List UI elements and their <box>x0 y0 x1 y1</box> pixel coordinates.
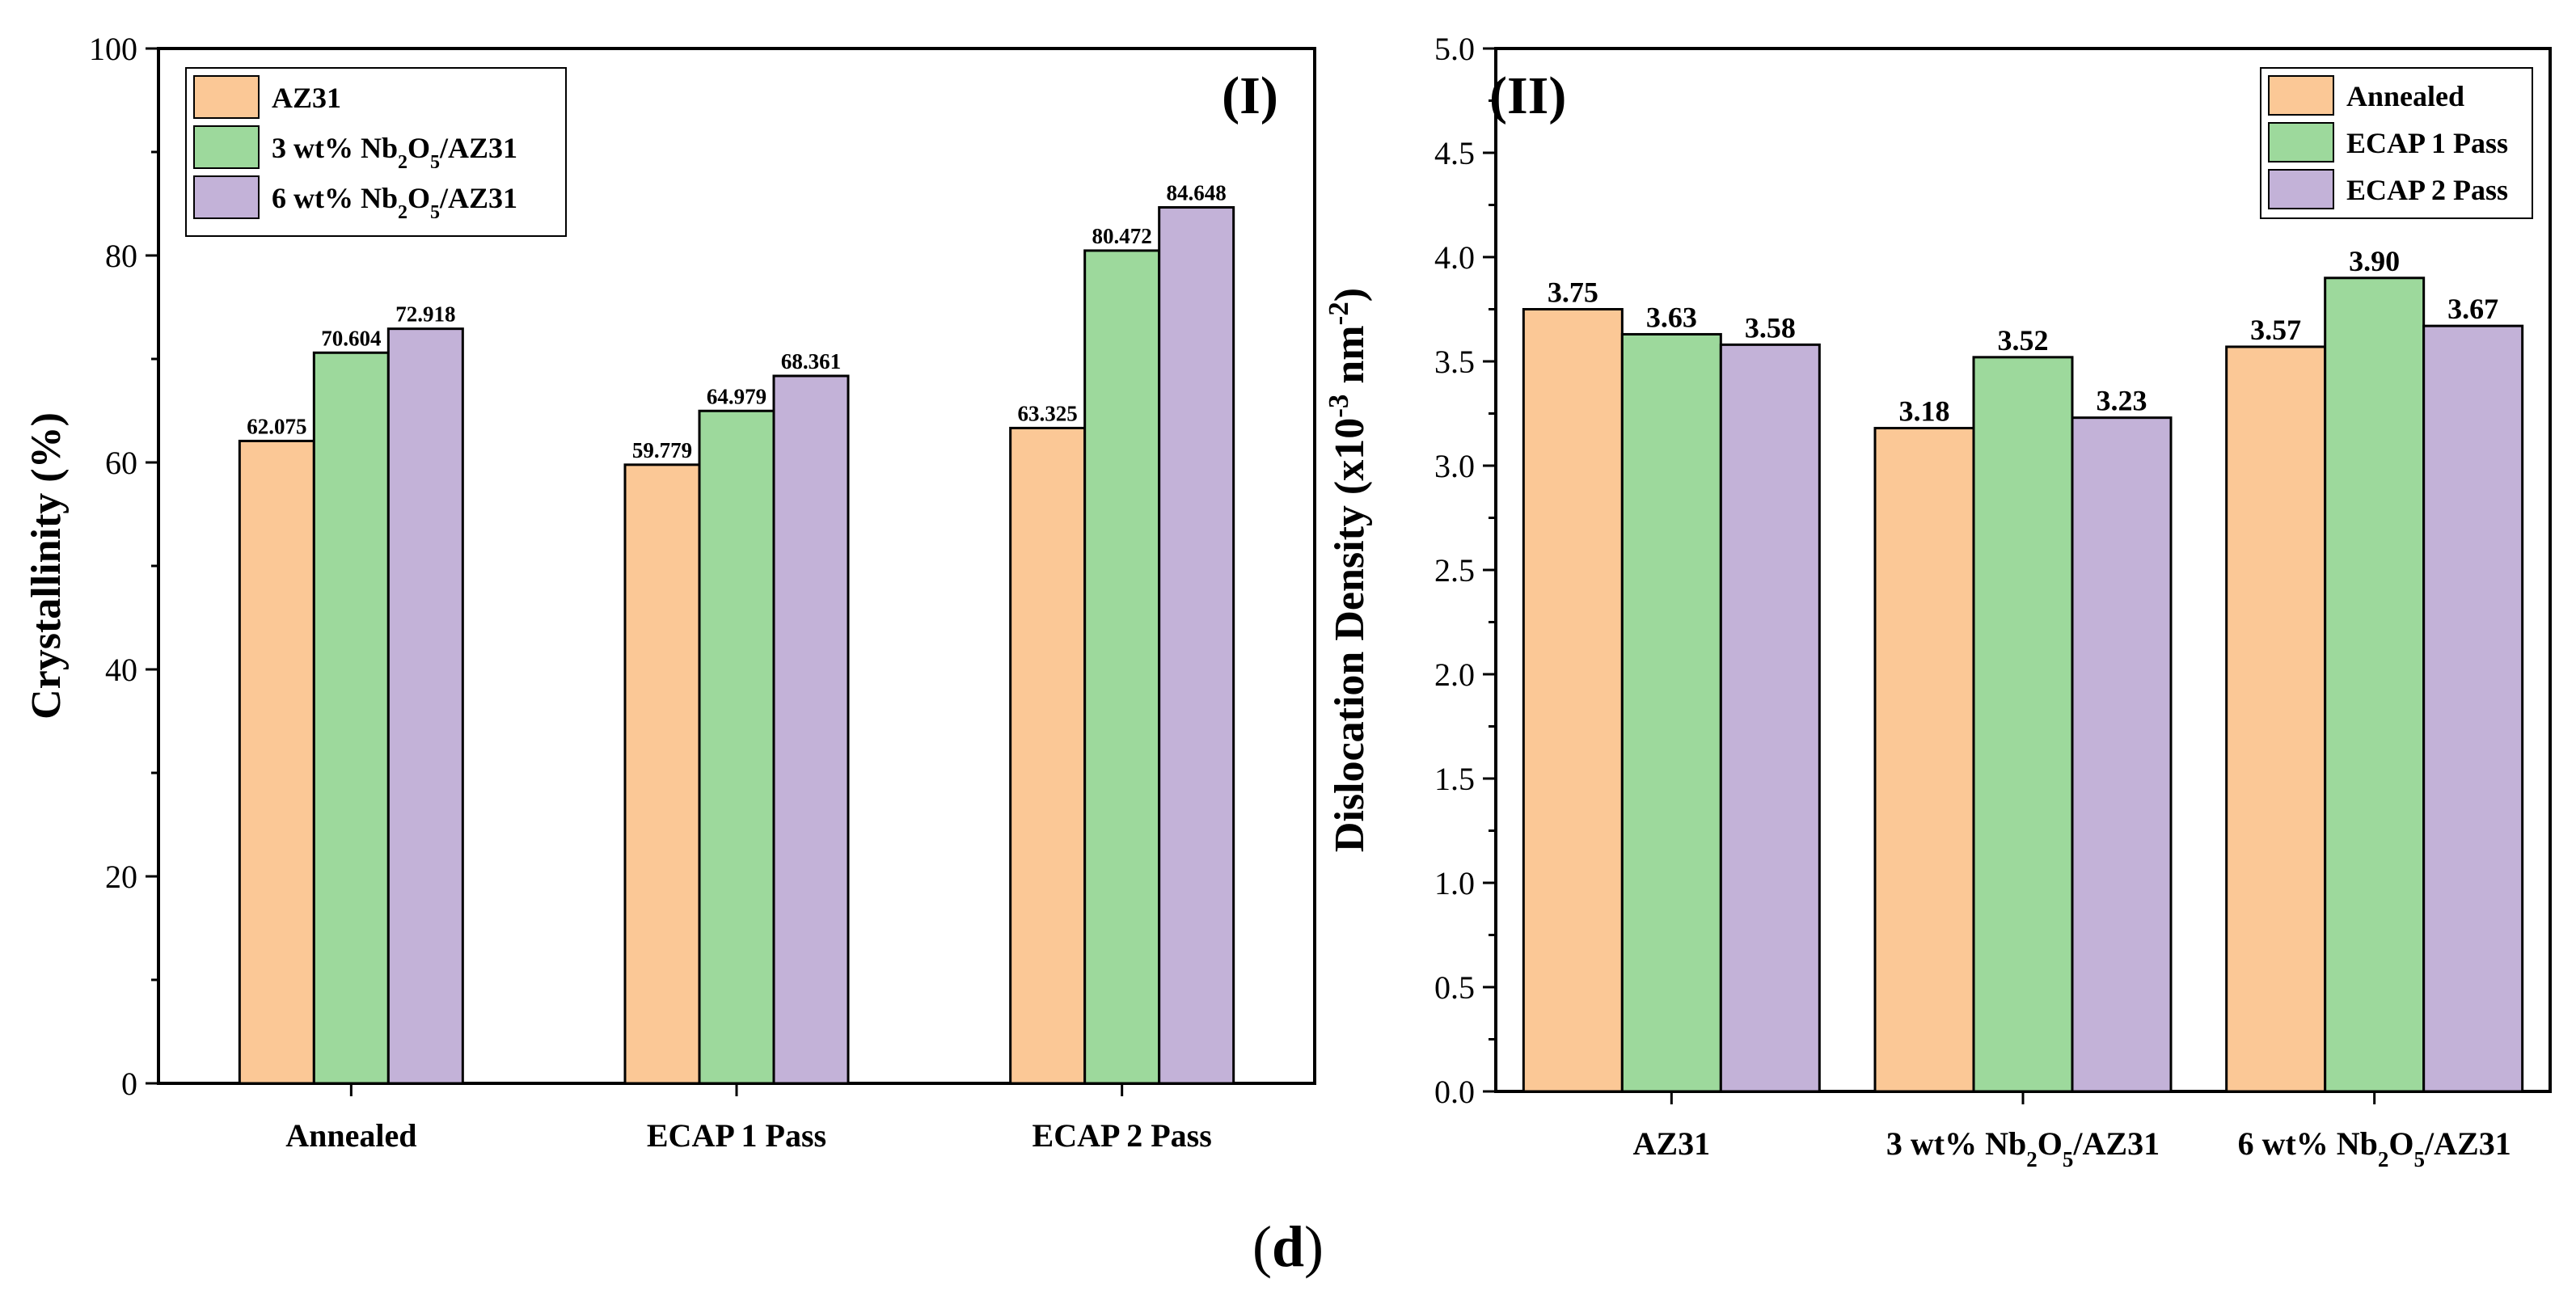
y-tick-label: 0.5 <box>1434 969 1475 1006</box>
legend-label: ECAP 2 Pass <box>2346 174 2508 206</box>
chart-panel-1: 0 20 40 60 80 100 Crystallinity (%) (I) Annealed… <box>23 31 1315 1154</box>
y-tick-label: 2.5 <box>1434 552 1475 589</box>
y-axis-title: Crystallinity (%) <box>23 412 70 720</box>
bar <box>1085 251 1159 1083</box>
bar <box>2072 418 2171 1091</box>
figure: 0 20 40 60 80 100 Crystallinity (%) (I) Annealed… <box>0 0 2576 1300</box>
bar <box>2227 347 2325 1091</box>
y-tick-label: 80 <box>105 238 137 274</box>
x-category-label: 3 wt% Nb2O5/AZ31 <box>1886 1125 2160 1171</box>
bar <box>1974 357 2072 1091</box>
bar <box>625 465 699 1083</box>
bar-value-label: 80.472 <box>1092 224 1152 248</box>
x-category-label: 6 wt% Nb2O5/AZ31 <box>2238 1125 2511 1171</box>
legend-swatch <box>2269 170 2333 209</box>
bar <box>1622 334 1721 1091</box>
bar-value-label: 63.325 <box>1018 401 1078 425</box>
legend-swatch <box>194 176 259 218</box>
y-axis-title: Dislocation Density (x10-3 nm-2) <box>1323 288 1374 852</box>
bar-value-label: 3.90 <box>2349 245 2400 277</box>
bar <box>2325 278 2424 1091</box>
legend-label: AZ31 <box>272 82 341 114</box>
x-category-label: ECAP 2 Pass <box>1033 1117 1212 1154</box>
bar <box>388 329 462 1083</box>
chart-panel-2: 0.0 0.5 1.0 1.5 2.0 2.5 3.0 3.5 4.0 4.5 5.0 Disloca… <box>1323 31 2551 1171</box>
bar <box>1523 310 1622 1092</box>
bar-value-label: 84.648 <box>1167 181 1227 205</box>
y-tick-label: 40 <box>105 652 137 688</box>
y-tick-label: 0 <box>121 1066 137 1102</box>
legend-swatch <box>2269 76 2333 115</box>
x-category-label: Annealed <box>285 1117 416 1154</box>
bar <box>2424 326 2523 1091</box>
x-category-label: AZ31 <box>1633 1125 1711 1162</box>
y-tick-label: 4.5 <box>1434 135 1475 171</box>
y-tick-label: 0.0 <box>1434 1074 1475 1110</box>
bar-value-label: 62.075 <box>247 414 306 438</box>
bar <box>1875 428 1974 1091</box>
bar <box>774 376 848 1083</box>
y-tick-label: 1.5 <box>1434 761 1475 797</box>
bar <box>699 411 774 1083</box>
legend-label: ECAP 1 Pass <box>2346 127 2508 159</box>
legend-label: Annealed <box>2346 80 2464 112</box>
bar <box>1159 208 1234 1083</box>
bar-value-label: 3.63 <box>1646 301 1697 333</box>
bar-value-label: 64.979 <box>707 384 766 408</box>
bar <box>1721 344 1819 1091</box>
legend-swatch <box>194 126 259 168</box>
bar-value-label: 3.75 <box>1548 276 1598 309</box>
y-tick-label: 3.5 <box>1434 344 1475 380</box>
bar <box>314 352 388 1083</box>
x-category-label: ECAP 1 Pass <box>647 1117 826 1154</box>
bar-value-label: 59.779 <box>632 438 692 462</box>
legend-swatch <box>2269 123 2333 162</box>
legend-swatch <box>194 76 259 118</box>
bar-value-label: 68.361 <box>781 349 841 374</box>
y-tick-label: 100 <box>89 31 137 67</box>
y-tick-label: 20 <box>105 859 137 895</box>
y-tick-label: 2.0 <box>1434 656 1475 693</box>
bar-value-label: 3.23 <box>2097 385 2147 417</box>
bar-value-label: 70.604 <box>321 326 381 350</box>
y-tick-label: 60 <box>105 445 137 481</box>
bar-value-label: 3.18 <box>1899 395 1950 428</box>
panel-label: (II) <box>1489 66 1566 125</box>
y-tick-label: 3.0 <box>1434 448 1475 484</box>
legend: Annealed ECAP 1 Pass ECAP 2 Pass <box>2261 68 2532 218</box>
bar-value-label: 3.67 <box>2447 293 2498 325</box>
figure-caption: (d) <box>1252 1214 1324 1279</box>
y-tick-label: 1.0 <box>1434 865 1475 901</box>
bar <box>239 441 314 1083</box>
bar <box>1011 428 1085 1083</box>
y-tick-label: 5.0 <box>1434 31 1475 67</box>
bar-value-label: 3.57 <box>2250 314 2301 346</box>
bar-value-label: 3.52 <box>1998 324 2049 357</box>
bar-value-label: 72.918 <box>395 302 455 327</box>
panel-label: (I) <box>1222 66 1278 125</box>
bar-value-label: 3.58 <box>1745 311 1796 344</box>
y-tick-label: 4.0 <box>1434 239 1475 276</box>
